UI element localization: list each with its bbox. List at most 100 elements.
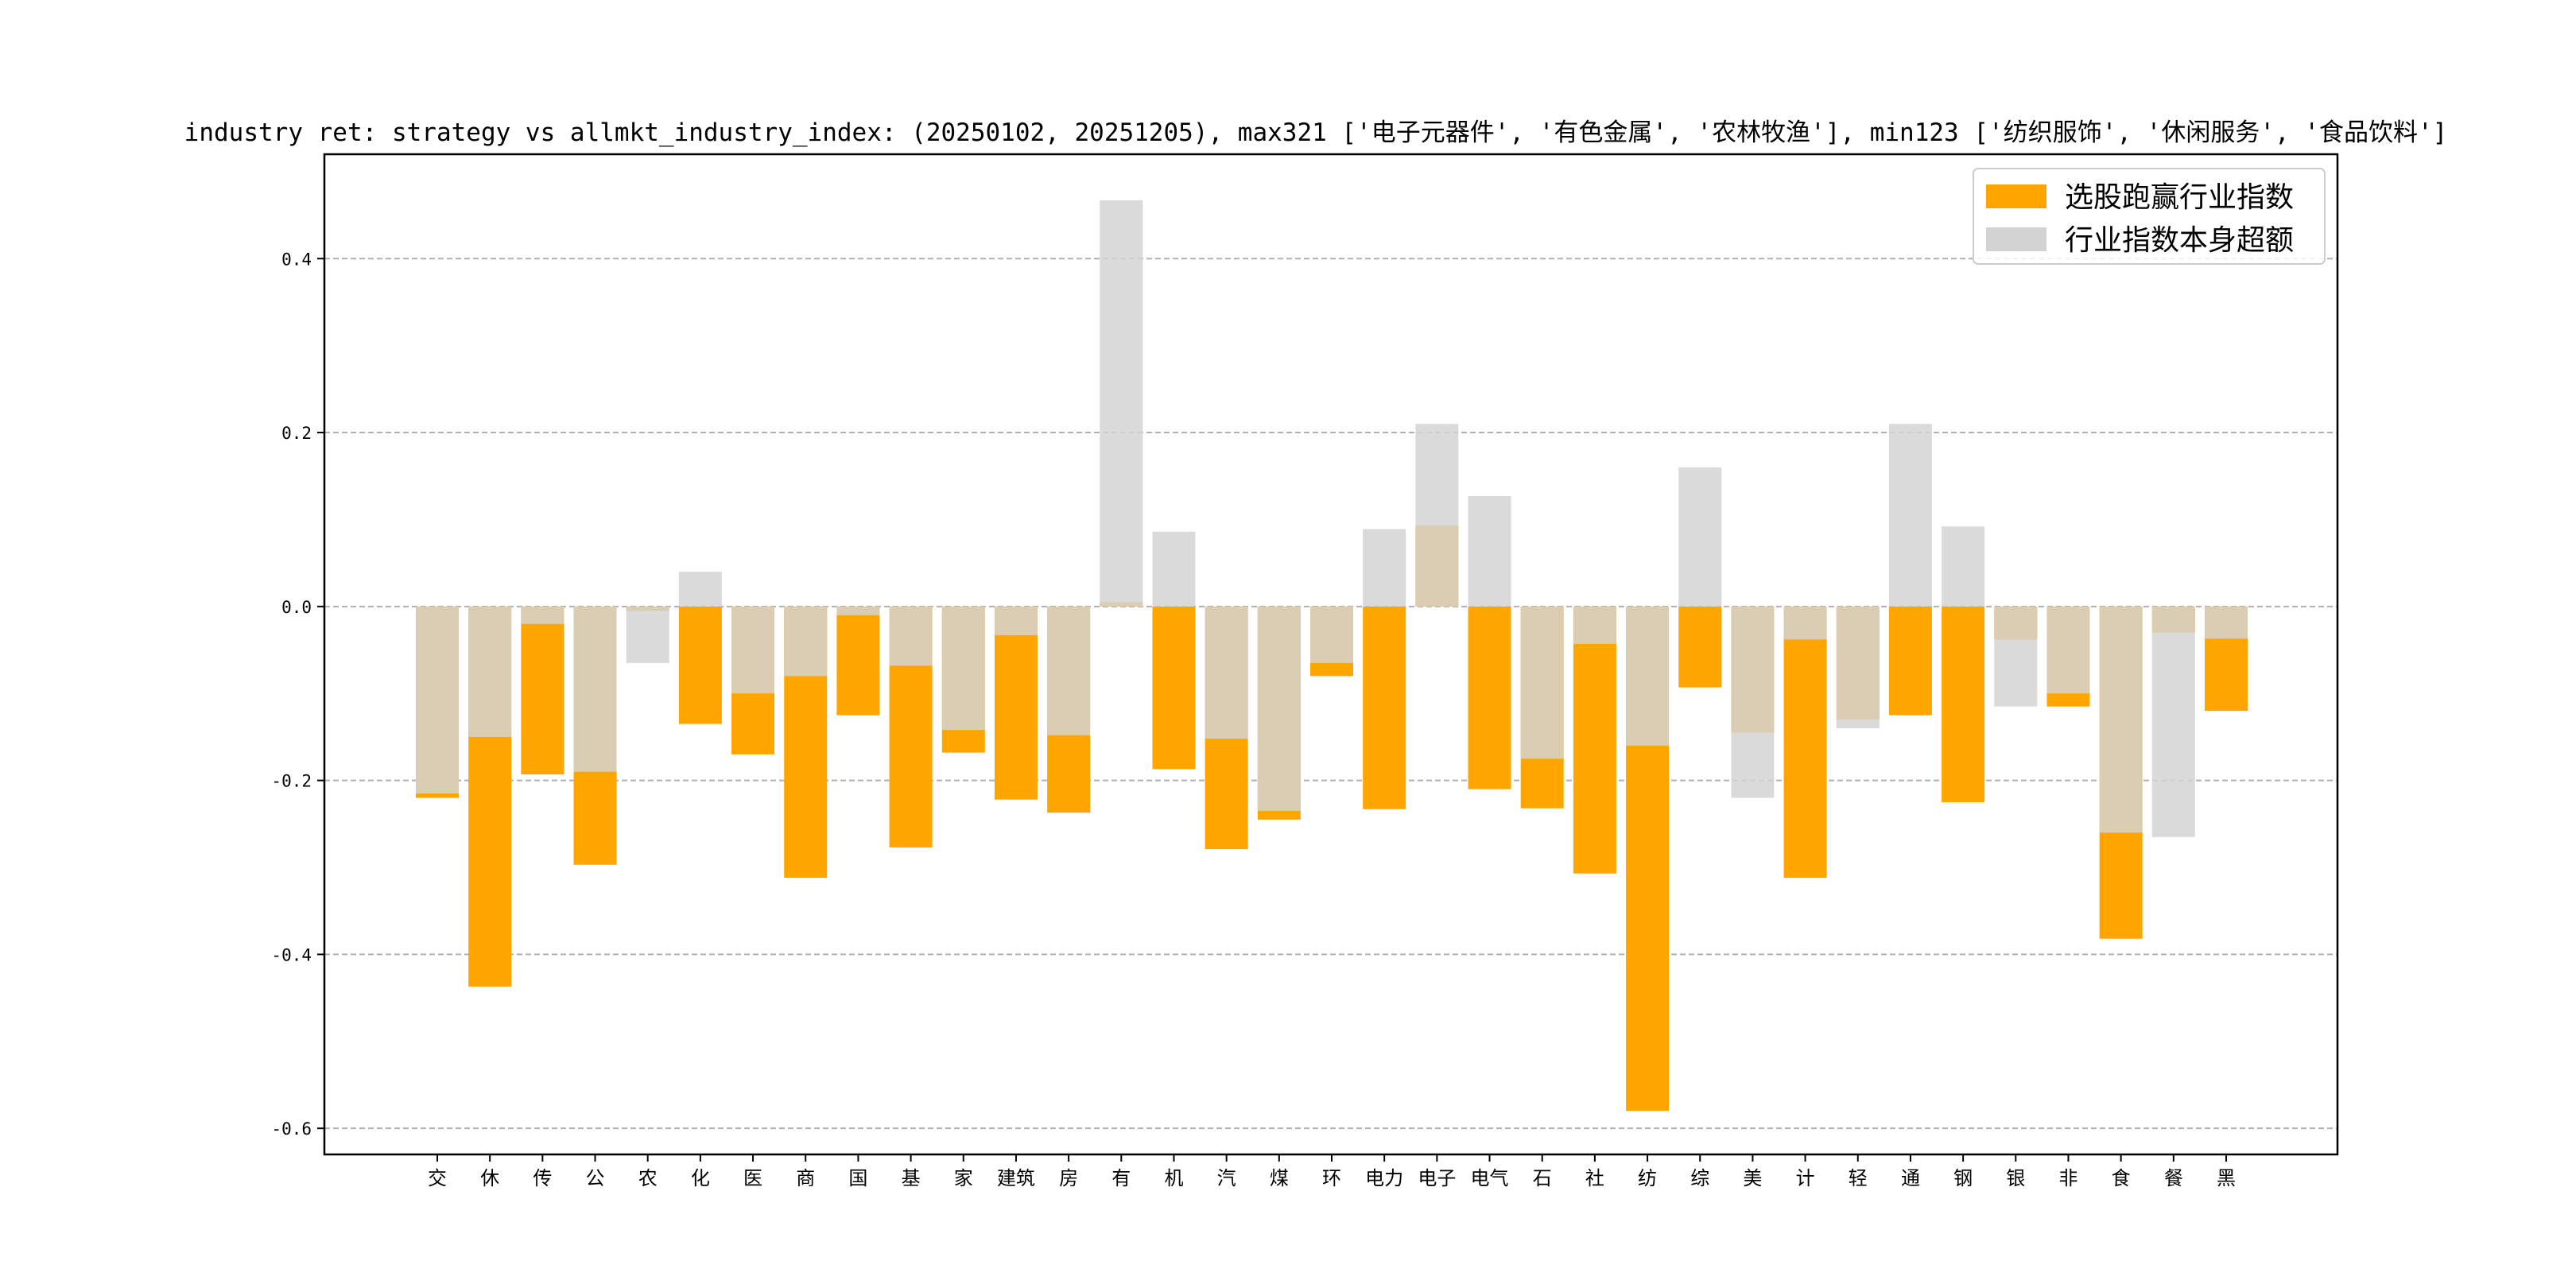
x-tick-label: 钢 [1953, 1167, 1973, 1189]
x-tick-label: 煤 [1270, 1167, 1289, 1189]
bar-strategy-excess [521, 606, 564, 774]
chart-title: industry ret: strategy vs allmkt_industr… [184, 118, 2448, 147]
bar-industry-excess [1152, 531, 1196, 607]
bar-industry-excess [784, 606, 828, 677]
legend-box [1973, 168, 2326, 265]
x-tick-label: 休 [480, 1167, 499, 1189]
bar-strategy-excess [1942, 606, 1985, 802]
x-tick-label: 农 [638, 1167, 658, 1189]
bar-industry-excess [1678, 467, 1722, 607]
x-tick-label: 国 [848, 1167, 867, 1189]
x-tick-label: 黑 [2217, 1167, 2236, 1189]
bar-strategy-excess [1363, 606, 1406, 809]
x-tick-label: 非 [2058, 1167, 2077, 1189]
bar-strategy-excess [678, 606, 722, 724]
bar-strategy-excess [1468, 606, 1511, 789]
bar-industry-excess [1310, 606, 1353, 663]
y-tick-label: -0.2 [271, 772, 312, 791]
bar-strategy-excess [836, 606, 880, 716]
bar-industry-excess [416, 606, 459, 794]
bar-industry-excess [2046, 606, 2090, 694]
bar-industry-excess [1942, 526, 1985, 607]
bar-industry-excess [1994, 606, 2038, 707]
y-tick-label: 0.2 [281, 424, 312, 443]
x-tick-label: 建筑 [997, 1167, 1035, 1189]
x-tick-label: 机 [1164, 1167, 1183, 1189]
bar-industry-excess [2151, 606, 2195, 837]
bar-industry-excess [1626, 606, 1670, 746]
y-tick-label: -0.4 [271, 945, 312, 964]
x-tick-label: 美 [1743, 1167, 1762, 1189]
bar-industry-excess [1257, 606, 1301, 811]
x-tick-label: 公 [586, 1167, 605, 1189]
bar-industry-excess [1888, 424, 1932, 607]
bar-industry-excess [1047, 606, 1091, 735]
x-tick-label: 社 [1585, 1167, 1604, 1189]
x-tick-label: 餐 [2164, 1167, 2183, 1189]
x-tick-label: 交 [428, 1167, 447, 1189]
x-tick-label: 环 [1322, 1167, 1341, 1189]
x-tick-label: 传 [533, 1167, 552, 1189]
x-tick-label: 房 [1059, 1167, 1078, 1189]
bar-strategy-excess [994, 606, 1038, 800]
bar-industry-excess [678, 572, 722, 607]
bar-strategy-excess [1152, 606, 1196, 770]
bar-industry-excess [1783, 606, 1827, 640]
bar-industry-excess [1100, 200, 1143, 607]
bar-industry-excess [1415, 424, 1459, 607]
x-tick-label: 有 [1111, 1167, 1131, 1189]
x-tick-label: 家 [954, 1167, 973, 1189]
x-tick-label: 综 [1690, 1167, 1709, 1189]
x-tick-label: 基 [902, 1167, 921, 1189]
y-tick-label: 0.4 [281, 250, 312, 269]
bar-industry-excess [731, 606, 775, 694]
legend-label: 行业指数本身超额 [2065, 224, 2294, 257]
bar-strategy-excess [1783, 606, 1827, 879]
plot-frame [323, 153, 2339, 1156]
x-tick-label: 医 [743, 1167, 762, 1189]
x-tick-label: 银 [2006, 1167, 2025, 1189]
bar-industry-excess [2099, 606, 2143, 833]
axes: -0.6 -0.4 -0.2 0.0 0.2 0.4 交 休 传 公 农 化 医 商 国 基 家 建筑 房 有 机 汽 煤 环… [271, 153, 2339, 1189]
bars [416, 200, 2248, 1111]
bar-industry-excess [2205, 606, 2248, 639]
x-tick-label: 纺 [1638, 1167, 1657, 1189]
bar-industry-excess [1573, 606, 1616, 644]
bar-industry-excess [1731, 606, 1775, 798]
y-tick-label: -0.6 [271, 1119, 312, 1139]
bar-industry-excess [994, 606, 1038, 635]
bar-industry-excess [1363, 529, 1406, 607]
x-tick-label: 计 [1796, 1167, 1815, 1189]
bar-strategy-excess [1573, 606, 1616, 874]
y-tick-label: 0.0 [281, 598, 312, 617]
x-tick-label: 商 [796, 1167, 815, 1189]
bar-strategy-excess [1888, 606, 1932, 716]
bar-industry-excess [468, 606, 512, 737]
x-tick-label: 汽 [1217, 1167, 1236, 1189]
bar-industry-excess [1520, 606, 1564, 759]
x-tick-label: 石 [1533, 1167, 1552, 1189]
bar-industry-excess [1836, 606, 1880, 728]
bar-industry-excess [1468, 495, 1511, 607]
bar-industry-excess [573, 606, 617, 772]
bar-strategy-excess [1678, 606, 1722, 688]
x-tick-label: 电力 [1365, 1167, 1403, 1189]
x-tick-label: 通 [1901, 1167, 1920, 1189]
bar-industry-excess [836, 606, 880, 615]
x-tick-label: 轻 [1849, 1167, 1868, 1189]
legend-swatch [1986, 227, 2046, 251]
bar-industry-excess [521, 606, 564, 624]
x-tick-label: 化 [691, 1167, 710, 1189]
bar-industry-excess [1205, 606, 1248, 739]
bar-industry-excess [626, 606, 669, 663]
bar-industry-excess [941, 606, 985, 731]
legend-swatch [1986, 184, 2046, 208]
x-tick-label: 电子 [1418, 1167, 1456, 1189]
x-tick-label: 食 [2112, 1167, 2131, 1189]
bar-industry-excess [889, 606, 933, 666]
legend-label: 选股跑赢行业指数 [2065, 181, 2294, 214]
x-tick-label: 电气 [1471, 1167, 1509, 1189]
